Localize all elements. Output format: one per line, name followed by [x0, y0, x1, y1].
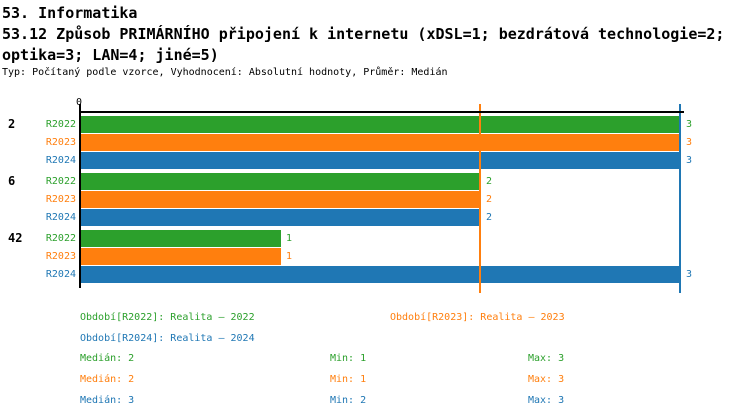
stat-min-r2023: Min: 1 [330, 374, 367, 385]
bar-value-label: 3 [686, 155, 693, 166]
stat-median-r2022: Medián: 2 [80, 353, 135, 364]
series-row-label-r2023: R2023 [45, 137, 76, 148]
report-header: 53. Informatika 53.12 Způsob PRIMÁRNÍHO … [2, 3, 748, 66]
stat-max-r2023: Max: 3 [528, 374, 565, 385]
bar-r2022-group6 [81, 173, 481, 190]
bar-value-label: 1 [286, 233, 293, 244]
stat-median-r2023: Medián: 2 [80, 374, 135, 385]
bar-r2023-group6 [81, 191, 481, 208]
bar-value-label: 1 [286, 251, 293, 262]
series-row-label-r2024: R2024 [45, 155, 76, 166]
bar-value-label: 3 [686, 269, 693, 280]
legend-item-r2022: Období[R2022]: Realita – 2022 [80, 312, 255, 323]
bar-r2024-group6 [81, 209, 481, 226]
bar-r2024-group2 [81, 152, 681, 169]
section-title: 53. Informatika [2, 4, 138, 22]
bar-r2023-group42 [81, 248, 281, 265]
bar-r2024-group42 [81, 266, 681, 283]
group-label-2: 2 [8, 117, 16, 131]
bar-value-label: 3 [686, 137, 693, 148]
series-row-label-r2024: R2024 [45, 269, 76, 280]
y-axis-line [79, 111, 81, 288]
question-title: 53.12 Způsob PRIMÁRNÍHO připojení k inte… [2, 25, 725, 64]
bar-value-label: 2 [486, 194, 493, 205]
series-row-label-r2022: R2022 [45, 233, 76, 244]
series-row-label-r2022: R2022 [45, 176, 76, 187]
series-row-label-r2022: R2022 [45, 119, 76, 130]
legend-item-r2023: Období[R2023]: Realita – 2023 [390, 312, 565, 323]
x-axis-zero-tick-mark [79, 104, 81, 111]
legend-item-r2024: Období[R2024]: Realita – 2024 [80, 333, 255, 344]
series-row-label-r2023: R2023 [45, 194, 76, 205]
bar-value-label: 2 [486, 176, 493, 187]
bar-r2022-group42 [81, 230, 281, 247]
median-line-r2023 [479, 104, 481, 293]
stat-min-r2022: Min: 1 [330, 353, 367, 364]
series-row-label-r2024: R2024 [45, 212, 76, 223]
stat-max-r2024: Max: 3 [528, 395, 565, 406]
meta-line: Typ: Počítaný podle vzorce, Vyhodnocení:… [2, 67, 448, 78]
x-axis-top-line [79, 111, 684, 113]
group-label-42: 42 [8, 231, 23, 245]
bar-value-label: 2 [486, 212, 493, 223]
bar-value-label: 3 [686, 119, 693, 130]
bar-r2022-group2 [81, 116, 681, 133]
stat-max-r2022: Max: 3 [528, 353, 565, 364]
stat-median-r2024: Medián: 3 [80, 395, 135, 406]
median-line-r2024 [679, 104, 681, 293]
series-row-label-r2023: R2023 [45, 251, 76, 262]
x-axis-zero-tick-label: 0 [75, 97, 83, 108]
stat-min-r2024: Min: 2 [330, 395, 367, 406]
group-label-6: 6 [8, 174, 16, 188]
bar-r2023-group2 [81, 134, 681, 151]
